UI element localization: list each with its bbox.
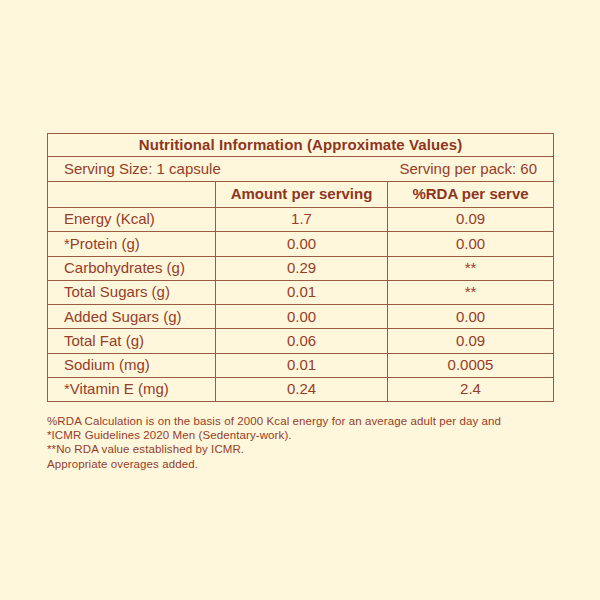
- nutrient-amount: 0.24: [216, 378, 388, 402]
- nutrient-rda: 0.0005: [388, 353, 554, 377]
- nutrient-amount: 0.01: [216, 353, 388, 377]
- nutrient-label: Added Sugars (g): [48, 305, 216, 329]
- column-header-rda-per-serve: %RDA per serve: [388, 182, 554, 208]
- footnote-rda-calculation: %RDA Calculation is on the basis of 2000…: [47, 414, 501, 428]
- table-row-vitamin-e: *Vitamin E (mg) 0.24 2.4: [48, 378, 554, 402]
- table-row-total-fat: Total Fat (g) 0.06 0.09: [48, 329, 554, 353]
- nutrient-rda: **: [388, 280, 554, 304]
- nutrient-label: Total Fat (g): [48, 329, 216, 353]
- table-row-sodium: Sodium (mg) 0.01 0.0005: [48, 353, 554, 377]
- column-header-amount-per-serving: Amount per serving: [216, 182, 388, 208]
- footnotes: %RDA Calculation is on the basis of 2000…: [47, 414, 501, 471]
- footnote-overages: Appropriate overages added.: [47, 457, 501, 471]
- column-header-row: Amount per serving %RDA per serve: [48, 182, 554, 208]
- serving-per-pack-text: Serving per pack: 60: [399, 161, 537, 178]
- nutrient-amount: 0.00: [216, 232, 388, 256]
- nutrient-label: *Protein (g): [48, 232, 216, 256]
- table-title: Nutritional Information (Approximate Val…: [48, 134, 554, 157]
- table-row-carbohydrates: Carbohydrates (g) 0.29 **: [48, 256, 554, 280]
- nutrient-rda: **: [388, 256, 554, 280]
- nutrient-amount: 0.29: [216, 256, 388, 280]
- nutrient-label: Energy (Kcal): [48, 208, 216, 232]
- nutrient-amount: 0.01: [216, 280, 388, 304]
- nutrient-label: *Vitamin E (mg): [48, 378, 216, 402]
- nutrient-label: Carbohydrates (g): [48, 256, 216, 280]
- table-row-energy: Energy (Kcal) 1.7 0.09: [48, 208, 554, 232]
- nutrient-rda: 2.4: [388, 378, 554, 402]
- nutrient-amount: 1.7: [216, 208, 388, 232]
- nutrient-rda: 0.00: [388, 232, 554, 256]
- serving-info: Serving Size: 1 capsule Serving per pack…: [48, 157, 553, 181]
- nutrient-rda: 0.09: [388, 208, 554, 232]
- nutrient-rda: 0.09: [388, 329, 554, 353]
- nutrition-label-panel: Nutritional Information (Approximate Val…: [0, 0, 600, 600]
- nutrient-amount: 0.00: [216, 305, 388, 329]
- serving-info-row: Serving Size: 1 capsule Serving per pack…: [48, 157, 554, 182]
- nutrition-table: Nutritional Information (Approximate Val…: [47, 133, 554, 402]
- nutrient-label: Total Sugars (g): [48, 280, 216, 304]
- serving-size-text: Serving Size: 1 capsule: [64, 161, 221, 178]
- table-row-protein: *Protein (g) 0.00 0.00: [48, 232, 554, 256]
- nutrient-rda: 0.00: [388, 305, 554, 329]
- column-header-empty: [48, 182, 216, 208]
- table-row-total-sugars: Total Sugars (g) 0.01 **: [48, 280, 554, 304]
- footnote-no-rda-value: **No RDA value established by ICMR.: [47, 442, 501, 456]
- nutrient-amount: 0.06: [216, 329, 388, 353]
- footnote-icmr-guidelines: *ICMR Guidelines 2020 Men (Sedentary-wor…: [47, 428, 501, 442]
- nutrient-label: Sodium (mg): [48, 353, 216, 377]
- table-row-added-sugars: Added Sugars (g) 0.00 0.00: [48, 305, 554, 329]
- table-title-row: Nutritional Information (Approximate Val…: [48, 134, 554, 157]
